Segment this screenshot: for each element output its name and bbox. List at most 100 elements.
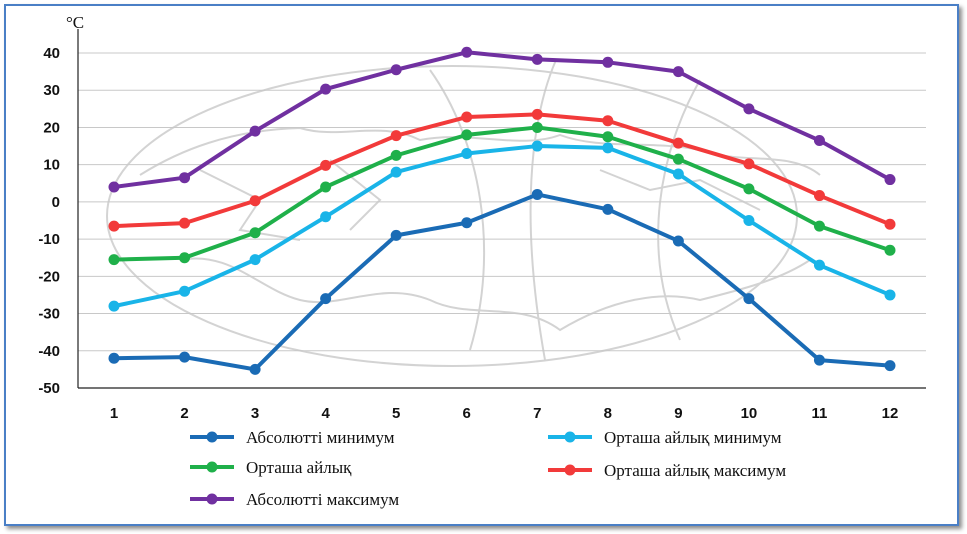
data-point	[672, 235, 684, 247]
legend-marker	[564, 464, 576, 476]
series-group	[108, 188, 896, 375]
data-point	[390, 149, 402, 161]
data-point	[179, 252, 191, 264]
x-tick-label: 1	[110, 405, 118, 422]
legend-marker	[206, 493, 218, 505]
series-group	[108, 140, 896, 312]
data-point	[743, 215, 755, 226]
data-point	[743, 183, 755, 195]
legend-label: Абсолютті минимум	[246, 428, 395, 447]
data-point	[320, 211, 332, 223]
data-point	[531, 188, 543, 200]
y-tick-label: 0	[52, 194, 60, 211]
y-tick-label: 20	[43, 119, 60, 136]
y-tick-label: -50	[38, 380, 60, 397]
data-point	[320, 293, 332, 305]
x-tick-labels: 1 2 3 4 5 6 7 8 9 10 11 12	[110, 405, 899, 422]
x-tick-label: 3	[251, 405, 259, 422]
y-tick-label: -10	[38, 231, 60, 248]
data-point	[743, 158, 755, 170]
legend-marker	[206, 431, 218, 443]
legend-item: Абсолютті максимум	[190, 490, 399, 509]
data-point	[531, 121, 543, 133]
legend-label: Орташа айлық	[246, 458, 352, 477]
data-point	[461, 148, 473, 159]
legend-marker	[206, 461, 218, 473]
data-point	[108, 220, 120, 232]
series-layer	[108, 46, 896, 375]
series-line	[113, 50, 891, 189]
data-point	[531, 108, 543, 120]
data-point	[672, 66, 684, 78]
data-point	[249, 227, 261, 239]
data-point	[602, 56, 614, 68]
data-point	[602, 142, 614, 154]
data-point	[249, 363, 261, 375]
x-tick-label: 8	[604, 405, 612, 422]
data-point	[531, 140, 543, 152]
data-point	[179, 217, 191, 229]
x-tick-label: 5	[392, 405, 400, 422]
x-tick-label: 12	[882, 405, 899, 422]
legend-item: Орташа айлық	[190, 458, 352, 477]
y-tick-label: -20	[38, 268, 60, 285]
data-point	[108, 352, 120, 364]
data-point	[249, 254, 261, 266]
data-point	[390, 166, 402, 178]
series-line	[113, 125, 891, 262]
data-point	[320, 159, 332, 171]
legend-item: Орташа айлық минимум	[548, 428, 782, 447]
data-point	[602, 131, 614, 143]
watermark-graphic	[106, 59, 821, 367]
data-point	[602, 203, 614, 215]
x-tick-label: 7	[533, 405, 541, 422]
data-point	[743, 293, 755, 305]
data-point	[602, 115, 614, 127]
data-point	[884, 289, 896, 301]
data-point	[672, 137, 684, 149]
data-point	[461, 129, 473, 141]
data-point	[461, 46, 473, 58]
data-point	[461, 217, 473, 229]
data-point	[320, 181, 332, 193]
series-line	[113, 192, 891, 372]
legend-item: Абсолютті минимум	[190, 428, 395, 447]
y-tick-labels: 40 30 20 10 0 -10 -20 -30 -40 -50	[38, 45, 60, 397]
data-point	[108, 181, 120, 193]
data-point	[743, 103, 755, 115]
data-point	[531, 53, 543, 65]
legend-label: Орташа айлық максимум	[604, 461, 786, 480]
data-point	[249, 125, 261, 137]
data-point	[108, 254, 120, 266]
legend: Абсолютті минимум Орташа айлық минимум Орт…	[190, 428, 786, 509]
data-point	[813, 354, 825, 366]
data-point	[390, 64, 402, 76]
data-point	[813, 259, 825, 271]
series-line	[113, 112, 891, 229]
series-group	[108, 46, 896, 193]
gridlines	[78, 52, 926, 389]
x-tick-label: 2	[180, 405, 188, 422]
data-point	[813, 134, 825, 146]
y-tick-label: -40	[38, 343, 60, 360]
series-group	[108, 108, 896, 232]
x-tick-label: 6	[463, 405, 471, 422]
data-point	[884, 174, 896, 186]
legend-label: Орташа айлық минимум	[604, 428, 782, 447]
legend-marker	[564, 431, 576, 443]
data-point	[461, 111, 473, 123]
data-point	[390, 229, 402, 241]
data-point	[884, 218, 896, 230]
unit-label: °C	[66, 13, 84, 32]
data-point	[813, 190, 825, 202]
series-group	[108, 121, 896, 266]
data-point	[179, 285, 191, 297]
data-point	[884, 360, 896, 372]
data-point	[884, 244, 896, 256]
data-point	[813, 220, 825, 232]
data-point	[390, 130, 402, 142]
legend-item: Орташа айлық максимум	[548, 461, 786, 480]
y-tick-label: -30	[38, 306, 60, 323]
y-tick-label: 30	[43, 82, 60, 99]
x-tick-label: 11	[812, 405, 828, 422]
